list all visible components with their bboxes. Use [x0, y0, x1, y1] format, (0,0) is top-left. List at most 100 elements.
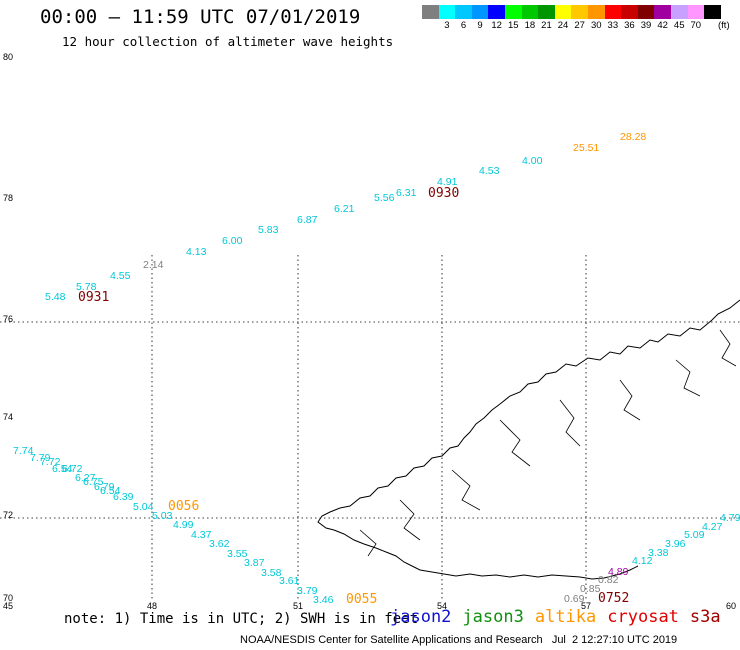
legend-item: jason3 [462, 607, 524, 627]
pass-time: 0056 [168, 499, 199, 514]
wave-height-value: 5.09 [684, 529, 705, 541]
wave-height-value: 3.96 [665, 538, 686, 550]
legend-item: jason2 [390, 607, 452, 627]
color-scale-swatch [587, 5, 605, 19]
wave-height-value: 3.62 [209, 538, 230, 550]
wave-height-value: 6.75 [83, 476, 104, 488]
wave-height-value: 5.48 [45, 291, 66, 303]
color-scale-label: 45 [673, 20, 685, 31]
color-scale-swatch [455, 5, 472, 19]
lon-label: 51 [293, 601, 303, 611]
wave-height-value: 25.51 [573, 142, 599, 154]
wave-height-value: 4.37 [191, 529, 212, 541]
wave-track-southeast: 4.79 4.27 5.09 3.96 3.38 4.12 [632, 512, 740, 567]
color-scale-label: 42 [657, 20, 668, 31]
greenland-coastline [317, 299, 740, 580]
wave-height-value: 6.00 [222, 235, 243, 247]
pass-time-labels: 0931 0930 0056 0055 0752 [78, 186, 629, 607]
wave-height-value: 3.55 [227, 548, 248, 560]
wave-height-value: 6.21 [334, 203, 355, 215]
wave-height-value: 3.58 [261, 567, 282, 579]
wave-height-value: 3.38 [648, 547, 669, 559]
lat-label: 80 [3, 52, 13, 62]
color-scale-label: 18 [524, 20, 536, 31]
page-title: 00:00 – 11:59 UTC 07/01/2019 [40, 6, 361, 28]
wave-height-value: 6.31 [396, 187, 417, 199]
wave-height-value: 7.74 [13, 445, 34, 457]
wave-height-value: 4.13 [186, 246, 207, 258]
wave-height-value: 6.39 [113, 491, 134, 503]
wave-height-value: 4.99 [173, 519, 194, 531]
wave-height-value: 5.04 [133, 501, 154, 513]
wave-height-value: 4.55 [110, 270, 131, 282]
color-scale-swatch [670, 5, 688, 19]
pass-time: 0752 [598, 591, 629, 606]
color-scale-labels: 3 6 9 12 15 18 21 24 27 30 33 36 39 42 45 70 [422, 20, 721, 31]
wave-height-value: 4.53 [479, 165, 500, 177]
wave-track-northeast: 5.48 5.78 4.55 4.13 6.00 5.83 6.87 6.21 … [45, 155, 543, 303]
wave-height-value: 3.79 [297, 585, 318, 597]
color-scale-label: 27 [574, 20, 585, 31]
color-scale-label: 30 [590, 20, 602, 31]
color-scale-label: 12 [491, 20, 502, 31]
color-scale-swatch [571, 5, 588, 19]
graticule [0, 255, 740, 600]
color-scale-bar [422, 5, 721, 19]
wave-track-southwest: 7.74 7.79 7.72 6.54 6.72 6.27 6.75 6.79 … [13, 445, 334, 606]
color-scale-label: 36 [624, 20, 635, 31]
wave-track-northeast-high: 25.51 28.28 [573, 131, 646, 154]
wave-height-value: 4.00 [522, 155, 543, 167]
color-scale-label: 33 [607, 20, 619, 31]
color-scale-label: 39 [640, 20, 652, 31]
legend-item: s3a [689, 607, 721, 627]
color-scale-swatch [704, 5, 721, 19]
pass-time: 0055 [346, 592, 377, 607]
color-scale-swatch [554, 5, 572, 19]
color-scale-swatch [488, 5, 505, 19]
satellite-legend: jason2 jason3 altika cryosat s3a [390, 607, 721, 627]
wave-height-value: 7.79 [30, 452, 51, 464]
color-scale-label: 24 [557, 20, 569, 31]
color-scale-label: 6 [460, 20, 467, 31]
wave-height-value: 6.54 [52, 463, 73, 475]
coastline-fjords [359, 329, 737, 557]
wave-height-value: 6.54 [100, 485, 121, 497]
color-scale-swatch [471, 5, 489, 19]
lon-label: 54 [437, 601, 447, 611]
latitude-labels: 80 78 76 74 72 70 [3, 52, 13, 603]
color-scale-swatch [687, 5, 705, 19]
color-scale-label: 21 [541, 20, 552, 31]
lon-label: 60 [726, 601, 736, 611]
wave-height-value: 6.27 [75, 472, 96, 484]
wave-height-value: 3.46 [313, 594, 334, 606]
wave-height-value: 28.28 [620, 131, 646, 143]
wave-height-value: 4.27 [702, 521, 723, 533]
wave-height-value: 7.72 [40, 456, 61, 468]
color-scale-unit: (ft) [718, 20, 730, 31]
lon-label: 45 [3, 601, 13, 611]
pass-time: 0930 [428, 186, 459, 201]
wave-height-value: 0.85 [580, 583, 601, 595]
lat-label: 70 [3, 593, 13, 603]
wave-height-value: 4.12 [632, 555, 653, 567]
wave-track-southeast-low: 0.69 0.85 0.82 [564, 574, 619, 605]
color-scale-swatch [538, 5, 555, 19]
color-scale-label: 3 [444, 20, 450, 31]
wave-height-value: 5.03 [152, 510, 173, 522]
color-scale-label: 70 [690, 20, 702, 31]
color-scale-label: 9 [477, 20, 483, 31]
wave-height-value: 2.14 [143, 259, 164, 271]
legend-item: cryosat [607, 607, 679, 627]
color-scale-swatch [422, 5, 439, 19]
legend-item: altika [534, 607, 597, 627]
lat-label: 76 [3, 314, 13, 324]
color-scale-swatch [621, 5, 638, 19]
color-scale-swatch [504, 5, 522, 19]
lon-label: 57 [581, 601, 591, 611]
page-subtitle: 12 hour collection of altimeter wave hei… [62, 34, 394, 49]
wave-height-value: 3.87 [244, 557, 265, 569]
credit-line: NOAA/NESDIS Center for Satellite Applica… [240, 634, 678, 646]
wave-height-value: 4.89 [608, 566, 629, 578]
wave-height-value: 5.56 [374, 192, 395, 204]
